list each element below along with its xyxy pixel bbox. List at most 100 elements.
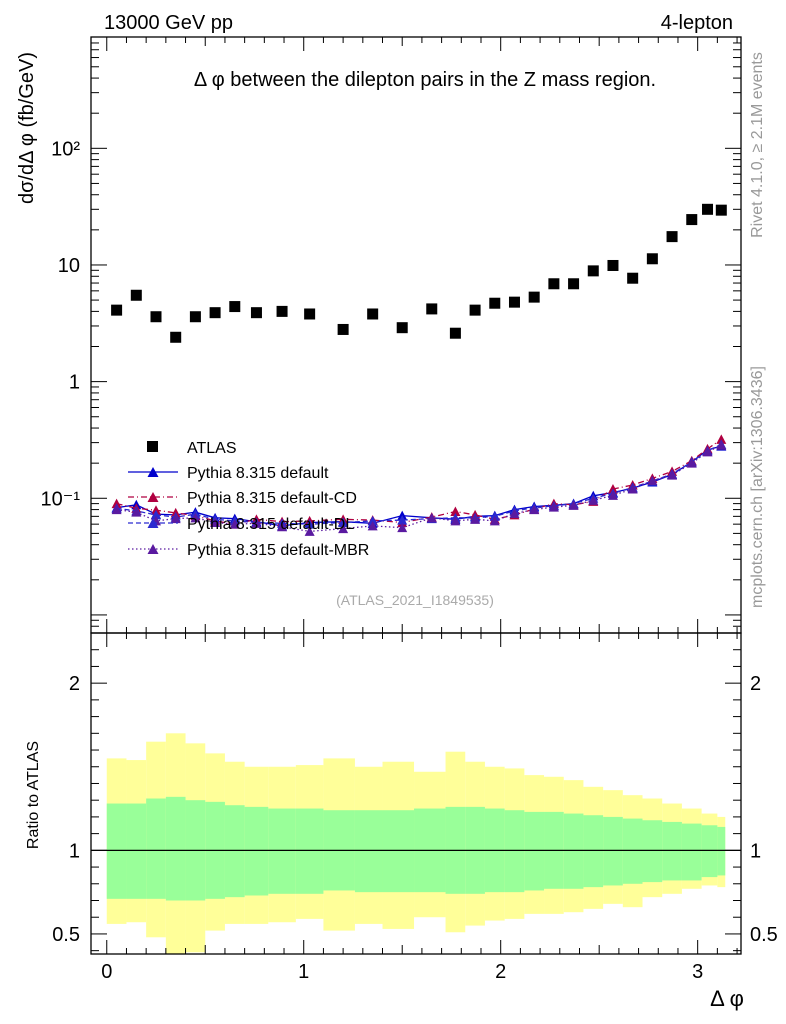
ratio-inner-band-bin: [165, 796, 186, 901]
chart-title: Δ φ between the dilepton pairs in the Z …: [194, 69, 656, 91]
legend-entry-atlas: ATLAS: [147, 440, 237, 457]
series-marker-mbr: [509, 508, 520, 519]
atlas-data-point: [150, 311, 162, 323]
atlas-data-point: [528, 291, 540, 303]
ratio-inner-band-bin: [126, 803, 147, 899]
ratio-inner-band-bin: [603, 816, 623, 886]
legend-label-cd: Pythia 8.315 default-CD: [187, 490, 357, 507]
y-tick-label: 10²: [51, 138, 80, 160]
ratio-inner-band-bin: [268, 808, 296, 894]
ratio-inner-band-bin: [681, 823, 702, 881]
ratio-inner-band-bin: [701, 825, 718, 878]
series-marker-mbr: [450, 515, 461, 526]
series-marker-dl: [338, 517, 349, 527]
atlas-data-point: [627, 272, 639, 284]
ratio-inner-band-bin: [563, 813, 584, 889]
x-tick-label: 1: [298, 961, 309, 983]
ratio-inner-band-bin: [622, 818, 643, 884]
series-marker-dl: [151, 509, 161, 520]
ratio-inner-band-bin: [224, 805, 245, 898]
series-marker-mbr: [210, 517, 221, 527]
ratio-y-axis-label: Ratio to ATLAS: [25, 741, 42, 849]
mcplots-label: mcplots.cern.ch [arXiv:1306.3436]: [749, 366, 766, 608]
ratio-y-tick-label-right: 2: [750, 673, 761, 695]
series-marker-mbr: [607, 490, 618, 500]
atlas-data-point: [449, 327, 461, 339]
series-marker-mbr: [426, 512, 437, 523]
series-marker-mbr: [716, 440, 727, 450]
x-axis-label: Δ φ: [710, 986, 744, 1011]
legend-entry-mbr: Pythia 8.315 default-MBR: [128, 542, 369, 559]
series-marker-mbr: [190, 512, 201, 523]
y-axis-label: dσ/dΔ φ (fb/GeV): [16, 52, 38, 204]
series-marker-mbr: [686, 458, 697, 468]
y-tick-label: 10⁻¹: [41, 488, 81, 510]
atlas-data-point: [304, 308, 316, 320]
rivet-version-label: Rivet 4.1.0, ≥ 2.1M events: [749, 52, 766, 238]
atlas-data-point: [646, 253, 658, 265]
series-marker-mbr: [667, 470, 678, 480]
series-marker-dl: [367, 515, 378, 526]
atlas-data-point: [337, 323, 349, 335]
legend-label-dl: Pythia 8.315 default-DL: [187, 516, 354, 533]
y-tick-label: 1: [69, 372, 80, 394]
series-marker-mbr: [251, 518, 262, 528]
series-marker-mbr: [277, 521, 288, 532]
atlas-data-point: [130, 289, 142, 301]
ratio-inner-band-bin: [146, 798, 166, 899]
legend-marker-dl: [147, 518, 159, 528]
axes: 0 1 2 3 10⁻¹ 1 10 10² 0.5 0.5 1 1 2 2: [41, 36, 778, 983]
series-marker-cd: [450, 506, 461, 517]
atlas-data-point: [702, 203, 714, 215]
legend-marker-default: [147, 467, 159, 477]
atlas-data-point: [396, 322, 408, 334]
ratio-plot-frame: [90, 632, 742, 955]
atlas-data-point: [568, 278, 580, 290]
series-marker-mbr: [304, 526, 315, 536]
x-tick-label: 2: [495, 961, 506, 983]
atlas-data-point: [587, 265, 599, 277]
legend-entry-cd: Pythia 8.315 default-CD: [128, 490, 357, 507]
ratio-y-tick-label-right: 0.5: [750, 924, 778, 946]
legend-entry-dl: Pythia 8.315 default-DL: [128, 516, 354, 533]
legend-label-default: Pythia 8.315 default: [187, 465, 329, 482]
legend-marker-atlas: [147, 441, 158, 452]
ratio-y-tick-label-left: 1: [69, 840, 80, 862]
ratio-uncertainty-bands: [91, 733, 741, 954]
series-marker-mbr: [397, 522, 408, 533]
ratio-inner-band-bin: [382, 810, 415, 893]
atlas-data-point: [548, 278, 560, 290]
atlas-data-point: [508, 296, 520, 308]
series-marker-mbr: [367, 520, 378, 531]
series-marker-cd: [716, 434, 727, 444]
legend-marker-cd: [147, 492, 159, 502]
legend-label-atlas: ATLAS: [187, 440, 237, 457]
atlas-data-point: [229, 301, 241, 313]
ratio-inner-band-bin: [244, 806, 269, 896]
series-marker-mbr: [131, 507, 142, 517]
process-label: 4-lepton: [661, 12, 733, 34]
series-marker-dl: [304, 519, 315, 529]
atlas-data-point: [469, 304, 481, 316]
analysis-label: (ATLAS_2021_I1849535): [336, 592, 494, 608]
legend-label-mbr: Pythia 8.315 default-MBR: [187, 542, 369, 559]
atlas-data-point: [686, 214, 698, 226]
series-marker-mbr: [489, 515, 500, 526]
series-marker-mbr: [229, 519, 240, 529]
series-marker-mbr: [627, 484, 638, 494]
series-marker-mbr: [702, 446, 713, 457]
series-marker-mbr: [529, 504, 540, 515]
atlas-data-point: [489, 297, 501, 309]
y-tick-label: 10: [58, 255, 80, 277]
series-marker-mbr: [170, 513, 181, 524]
ratio-inner-band-bin: [583, 815, 604, 888]
atlas-data-point: [170, 331, 182, 343]
series-marker-mbr: [548, 502, 559, 512]
ratio-inner-band-bin: [662, 821, 682, 881]
main-plot-marks: [111, 203, 727, 536]
series-marker-mbr: [111, 504, 122, 515]
atlas-data-point: [426, 303, 438, 315]
atlas-data-point: [666, 231, 678, 243]
atlas-data-point: [367, 308, 379, 320]
